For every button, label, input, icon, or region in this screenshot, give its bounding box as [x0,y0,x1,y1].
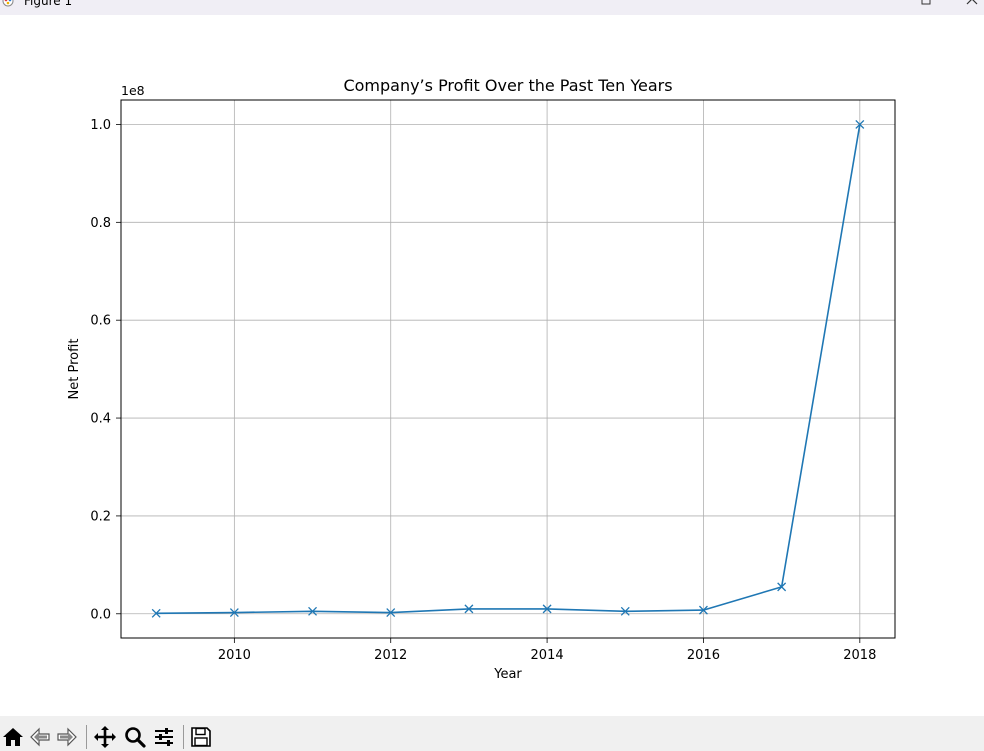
configure-subplots-icon [155,728,173,746]
x-tick-label: 2016 [687,648,720,663]
data-series [156,124,861,615]
data-point-marker [151,608,161,618]
marker-stroke [855,120,865,129]
marker-stroke [308,606,318,616]
save-button[interactable] [188,724,214,750]
y-axis-offset-label: 1e8 [121,83,145,98]
figure-canvas: 2010 2012 2014 2016 2018 0.0 0.2 0.4 0.6 0.8 1.0 C… [0,15,984,716]
home-icon [3,728,23,746]
y-tick-label: 0.2 [90,509,111,524]
zoom-icon [125,727,146,748]
marker-stroke [698,605,708,615]
x-tick-label: 2012 [374,648,407,663]
marker-stroke [542,604,552,614]
app-icon [2,0,14,7]
data-point-marker [855,120,865,129]
y-tick-label: 0.4 [90,412,111,427]
x-axis-label: Year [493,667,522,682]
pan-icon [94,726,116,748]
grid-lines [121,100,895,638]
y-axis-label: Net Profit [67,339,82,400]
configure-subplots-button[interactable] [151,724,177,750]
line-chart: 2010 2012 2014 2016 2018 0.0 0.2 0.4 0.6 0.8 1.0 C… [67,76,896,682]
forward-arrow-icon [57,727,77,747]
x-tick-label: 2018 [843,648,876,663]
axis-ticks: 2010 2012 2014 2016 2018 0.0 0.2 0.4 0.6 0.8 1.0 [90,118,876,663]
data-point-marker [229,608,239,618]
data-point-marker [698,605,708,615]
window-title: Figure 1 [24,0,73,8]
y-tick-label: 0.0 [90,607,111,622]
maximize-icon[interactable] [918,0,934,8]
toolbar-separator [183,725,184,749]
back-arrow-icon [30,727,50,747]
data-point-marker [620,606,630,616]
y-tick-label: 0.6 [90,314,111,329]
home-button[interactable] [0,724,26,750]
navigation-toolbar [0,716,984,751]
x-tick-label: 2014 [531,648,564,663]
data-point-marker [308,606,318,616]
chart-title: Company’s Profit Over the Past Ten Years [343,76,672,95]
marker-stroke [151,608,161,618]
data-point-marker [386,608,396,618]
save-icon [191,727,211,747]
data-point-marker [542,604,552,614]
marker-stroke [464,604,474,614]
window-titlebar: Figure 1 [0,0,984,15]
x-tick-label: 2010 [218,648,251,663]
marker-stroke [386,608,396,618]
marker-stroke [620,606,630,616]
close-icon[interactable] [964,0,980,8]
plot-frame [120,99,896,639]
marker-stroke [229,608,239,618]
data-point-marker [464,604,474,614]
y-tick-label: 0.8 [90,216,111,231]
forward-button[interactable] [54,724,80,750]
toolbar-separator [86,725,87,749]
y-tick-label: 1.0 [90,118,111,133]
data-markers [151,120,865,618]
zoom-button[interactable] [122,724,148,750]
pan-button[interactable] [92,724,118,750]
back-button[interactable] [27,724,53,750]
marker-stroke [777,582,787,592]
data-point-marker [777,582,787,592]
series-line [156,124,861,615]
